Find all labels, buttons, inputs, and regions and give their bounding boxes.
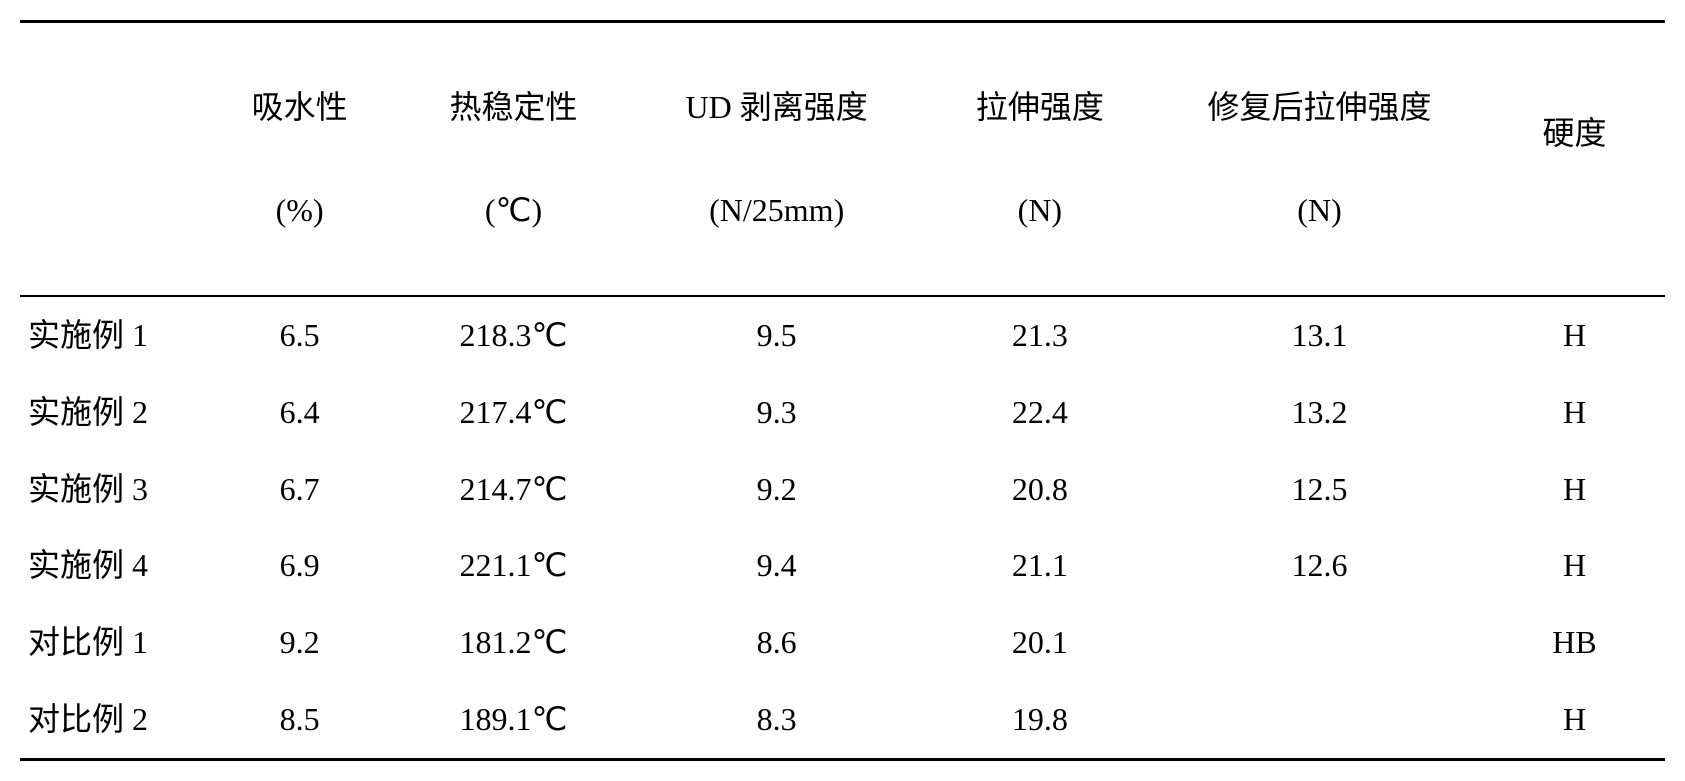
table-row: 实施例 3 6.7 214.7℃ 9.2 20.8 12.5 H <box>20 451 1665 528</box>
data-table: 吸水性 (%) 热稳定性 (℃) UD 剥离强度 (N/25mm) 拉伸强度 (… <box>20 20 1665 761</box>
header-hardness: 硬度 <box>1484 22 1665 296</box>
table-row: 实施例 4 6.9 221.1℃ 9.4 21.1 12.6 H <box>20 527 1665 604</box>
cell-peel: 9.4 <box>629 527 925 604</box>
row-label: 对比例 1 <box>20 604 201 681</box>
cell-tensile: 22.4 <box>925 374 1155 451</box>
row-label: 对比例 2 <box>20 681 201 759</box>
header-absorption: 吸水性 (%) <box>201 22 398 296</box>
header-unit: (%) <box>213 185 386 236</box>
header-peel: UD 剥离强度 (N/25mm) <box>629 22 925 296</box>
cell-hardness: H <box>1484 451 1665 528</box>
table-row: 实施例 2 6.4 217.4℃ 9.3 22.4 13.2 H <box>20 374 1665 451</box>
header-label: 吸水性 <box>213 82 386 133</box>
row-label: 实施例 4 <box>20 527 201 604</box>
cell-repair-tensile <box>1155 604 1484 681</box>
cell-peel: 9.2 <box>629 451 925 528</box>
cell-hardness: H <box>1484 527 1665 604</box>
data-table-container: 吸水性 (%) 热稳定性 (℃) UD 剥离强度 (N/25mm) 拉伸强度 (… <box>20 20 1665 761</box>
cell-repair-tensile: 13.2 <box>1155 374 1484 451</box>
table-row: 对比例 2 8.5 189.1℃ 8.3 19.8 H <box>20 681 1665 759</box>
cell-thermal: 221.1℃ <box>398 527 628 604</box>
cell-peel: 8.3 <box>629 681 925 759</box>
cell-hardness: H <box>1484 681 1665 759</box>
cell-hardness: H <box>1484 374 1665 451</box>
cell-peel: 8.6 <box>629 604 925 681</box>
cell-thermal: 218.3℃ <box>398 296 628 374</box>
header-label: 修复后拉伸强度 <box>1167 82 1472 133</box>
header-empty <box>20 22 201 296</box>
header-unit: (N) <box>1167 185 1472 236</box>
header-tensile: 拉伸强度 (N) <box>925 22 1155 296</box>
cell-absorption: 8.5 <box>201 681 398 759</box>
row-label: 实施例 2 <box>20 374 201 451</box>
header-unit: (N/25mm) <box>641 185 913 236</box>
cell-thermal: 181.2℃ <box>398 604 628 681</box>
header-label: 硬度 <box>1496 108 1653 159</box>
cell-hardness: HB <box>1484 604 1665 681</box>
cell-repair-tensile: 13.1 <box>1155 296 1484 374</box>
cell-hardness: H <box>1484 296 1665 374</box>
cell-tensile: 20.8 <box>925 451 1155 528</box>
cell-repair-tensile: 12.6 <box>1155 527 1484 604</box>
cell-absorption: 6.4 <box>201 374 398 451</box>
cell-absorption: 9.2 <box>201 604 398 681</box>
header-label: 拉伸强度 <box>937 82 1143 133</box>
cell-thermal: 214.7℃ <box>398 451 628 528</box>
header-unit: (N) <box>937 185 1143 236</box>
header-unit: (℃) <box>410 185 616 236</box>
cell-repair-tensile <box>1155 681 1484 759</box>
cell-thermal: 189.1℃ <box>398 681 628 759</box>
cell-tensile: 19.8 <box>925 681 1155 759</box>
row-label: 实施例 3 <box>20 451 201 528</box>
cell-absorption: 6.9 <box>201 527 398 604</box>
table-row: 对比例 1 9.2 181.2℃ 8.6 20.1 HB <box>20 604 1665 681</box>
header-label: 热稳定性 <box>410 82 616 133</box>
table-header-row: 吸水性 (%) 热稳定性 (℃) UD 剥离强度 (N/25mm) 拉伸强度 (… <box>20 22 1665 296</box>
cell-absorption: 6.5 <box>201 296 398 374</box>
cell-tensile: 21.1 <box>925 527 1155 604</box>
cell-absorption: 6.7 <box>201 451 398 528</box>
header-label: UD 剥离强度 <box>641 82 913 133</box>
header-thermal: 热稳定性 (℃) <box>398 22 628 296</box>
cell-tensile: 21.3 <box>925 296 1155 374</box>
cell-thermal: 217.4℃ <box>398 374 628 451</box>
table-row: 实施例 1 6.5 218.3℃ 9.5 21.3 13.1 H <box>20 296 1665 374</box>
header-repair-tensile: 修复后拉伸强度 (N) <box>1155 22 1484 296</box>
cell-peel: 9.5 <box>629 296 925 374</box>
cell-tensile: 20.1 <box>925 604 1155 681</box>
cell-repair-tensile: 12.5 <box>1155 451 1484 528</box>
cell-peel: 9.3 <box>629 374 925 451</box>
row-label: 实施例 1 <box>20 296 201 374</box>
